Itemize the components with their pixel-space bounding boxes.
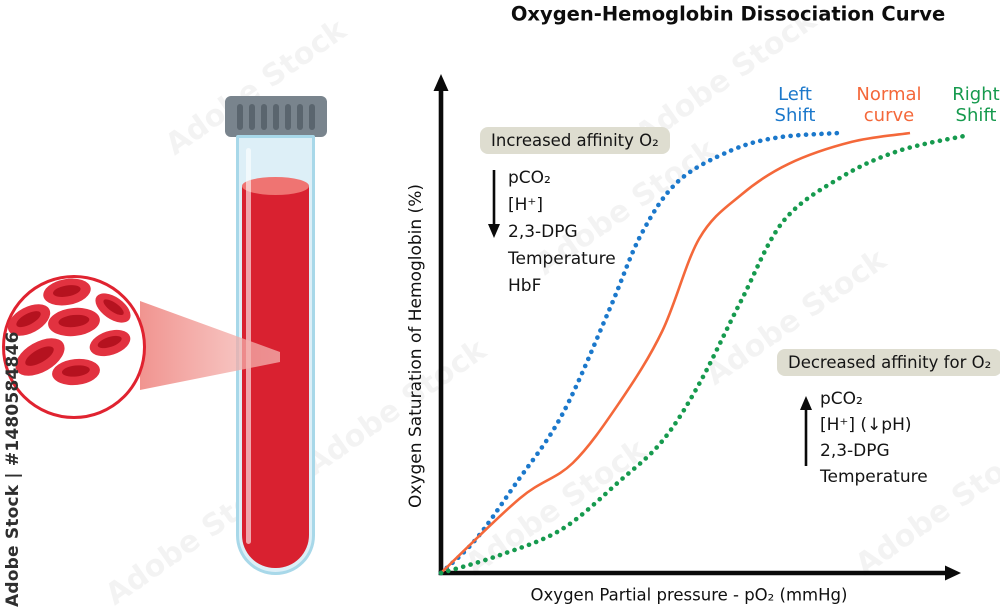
cap-ridge <box>297 103 303 130</box>
red-blood-cell <box>15 338 65 376</box>
red-blood-cell <box>89 329 131 357</box>
red-blood-cell <box>52 358 100 386</box>
x-axis-label: Oxygen Partial pressure - pO₂ (mmHg) <box>530 585 848 605</box>
cap-ridge <box>261 103 267 130</box>
increase-arrow-icon <box>800 396 812 466</box>
red-blood-cell <box>95 293 131 323</box>
blood-surface <box>242 177 309 195</box>
decreased-affinity-box: Decreased affinity for O₂ <box>777 349 1000 376</box>
cap-ridge <box>237 103 243 130</box>
cap-ridge <box>309 103 315 130</box>
legend-left-shift: Left Shift <box>774 84 816 126</box>
decreased-affinity-factors: pCO₂ [H⁺] (↓pH) 2,3-DPG Temperature <box>820 389 928 487</box>
legend-right-shift: Right Shift <box>952 84 1000 126</box>
tube-cap <box>225 96 327 137</box>
cap-ridge <box>285 103 291 130</box>
cap-ridge <box>273 103 279 130</box>
red-blood-cell <box>48 307 100 337</box>
red-blood-cell <box>7 304 51 336</box>
y-axis-label: Oxygen Saturation of Hemoglobin (%) <box>406 184 426 508</box>
cap-ridge <box>249 103 255 130</box>
decrease-arrow-icon <box>488 170 500 238</box>
right-shift-curve <box>438 132 971 576</box>
red-blood-cells-icon <box>7 278 131 386</box>
red-blood-cell <box>43 278 91 306</box>
chart-title: Oxygen-Hemoglobin Dissociation Curve <box>510 2 946 26</box>
left-shift-curve <box>438 130 842 576</box>
x-axis-arrowhead-icon <box>945 565 961 581</box>
stock-watermark-label: Adobe Stock | #1480584846 <box>3 331 23 607</box>
increased-affinity-box: Increased affinity O₂ <box>480 127 670 154</box>
legend-normal-curve: Normal curve <box>856 84 922 126</box>
y-axis-arrowhead-icon <box>433 74 449 91</box>
blood-cells-magnifier-circle <box>2 275 146 419</box>
blood-sample <box>242 186 309 568</box>
increased-affinity-factors: pCO₂ [H⁺] 2,3-DPG Temperature HbF <box>508 168 616 296</box>
normal-curve <box>440 131 911 574</box>
